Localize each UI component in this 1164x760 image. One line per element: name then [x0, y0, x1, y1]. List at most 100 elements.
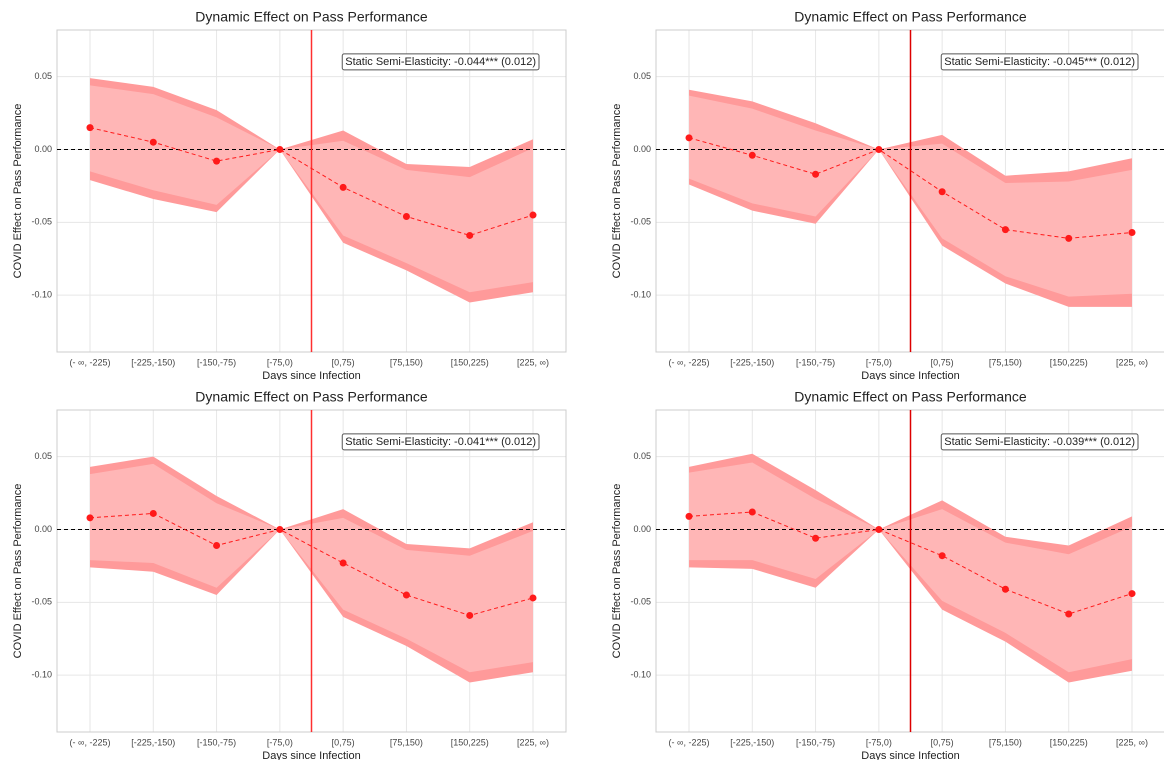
estimate-point	[339, 183, 347, 191]
y-axis-label: COVID Effect on Pass Performance	[611, 104, 623, 279]
y-tick-label: -0.05	[31, 597, 52, 607]
estimate-line	[89, 127, 534, 236]
estimate-point	[529, 211, 537, 219]
y-tick-label: 0.00	[34, 524, 52, 534]
x-tick-label: [75,150)	[390, 357, 423, 367]
chart-panel: Dynamic Effect on Pass Performance 0.05 0.…	[611, 389, 1164, 760]
estimate-point	[149, 509, 157, 517]
confidence-band	[689, 462, 1132, 673]
y-axis-label: COVID Effect on Pass Performance	[12, 484, 24, 659]
x-tick-label: [150,225)	[451, 357, 489, 367]
y-tick-label: -0.05	[31, 217, 52, 227]
y-tick-label: 0.00	[633, 524, 651, 534]
estimate-point	[1128, 229, 1136, 237]
estimate-point	[1001, 226, 1009, 234]
annotation: Static Semi-Elasticity: -0.039*** (0.012…	[940, 433, 1139, 451]
estimate-point	[339, 559, 347, 567]
x-tick-label: [75,150)	[989, 737, 1022, 747]
annotation-box	[940, 433, 1139, 451]
x-axis-label: Days since Infection	[262, 370, 360, 380]
x-axis-label: Days since Infection	[861, 750, 959, 760]
estimate-point	[213, 157, 221, 165]
x-tick-label: (- ∞, -225)	[669, 357, 710, 367]
y-tick-label: 0.05	[633, 451, 651, 461]
x-tick-label: [-150,-75)	[796, 357, 835, 367]
y-tick-label: 0.05	[34, 451, 52, 461]
chart-panel: Dynamic Effect on Pass Performance 0.05 0.…	[12, 389, 567, 760]
chart-panel: Dynamic Effect on Pass Performance 0.05 0.…	[12, 9, 567, 380]
x-tick-label: [-225,-150)	[730, 357, 774, 367]
annotation-text: Static Semi-Elasticity: -0.044*** (0.012…	[345, 56, 536, 68]
x-tick-label: [-150,-75)	[197, 737, 236, 747]
estimate-point	[875, 145, 883, 153]
x-tick-label: [150,225)	[1050, 357, 1088, 367]
estimate-point	[1065, 610, 1073, 618]
estimate-point	[1128, 590, 1136, 598]
estimate-point	[875, 525, 883, 533]
x-axis-label: Days since Infection	[262, 750, 360, 760]
estimate-point	[1001, 585, 1009, 593]
estimate-point	[276, 525, 284, 533]
estimate-point	[276, 145, 284, 153]
estimate-point	[466, 611, 474, 619]
y-tick-label: -0.05	[630, 217, 651, 227]
x-tick-label: [150,225)	[1050, 737, 1088, 747]
x-tick-label: (- ∞, -225)	[70, 357, 111, 367]
x-tick-label: [75,150)	[989, 357, 1022, 367]
estimate-point	[685, 512, 693, 520]
x-tick-label: [-75,0)	[866, 357, 892, 367]
x-tick-label: [-75,0)	[267, 737, 293, 747]
x-tick-label: [0,75)	[332, 737, 355, 747]
y-tick-label: -0.10	[630, 670, 651, 680]
y-tick-label: 0.00	[633, 144, 651, 154]
x-tick-label: [0,75)	[332, 357, 355, 367]
estimate-point	[529, 594, 537, 602]
estimate-line	[688, 137, 1133, 239]
estimate-point	[812, 534, 820, 542]
x-tick-label: [225, ∞)	[1116, 357, 1148, 367]
estimate-point	[812, 170, 820, 178]
y-tick-label: -0.10	[31, 670, 52, 680]
x-tick-label: (- ∞, -225)	[669, 737, 710, 747]
estimate-point	[938, 188, 946, 196]
x-tick-label: [-225,-150)	[131, 357, 175, 367]
x-tick-label: (- ∞, -225)	[70, 737, 111, 747]
y-tick-label: 0.00	[34, 144, 52, 154]
estimate-point	[402, 591, 410, 599]
x-tick-label: [-75,0)	[866, 737, 892, 747]
y-tick-label: 0.05	[633, 71, 651, 81]
x-tick-label: [75,150)	[390, 737, 423, 747]
y-tick-label: 0.05	[34, 71, 52, 81]
x-tick-label: [150,225)	[451, 737, 489, 747]
y-tick-label: -0.10	[630, 290, 651, 300]
y-axis-label: COVID Effect on Pass Performance	[12, 104, 24, 279]
y-tick-label: -0.05	[630, 597, 651, 607]
chart-title: Dynamic Effect on Pass Performance	[794, 9, 1027, 25]
estimate-point	[402, 212, 410, 220]
estimate-point	[748, 508, 756, 516]
x-tick-label: [0,75)	[931, 737, 954, 747]
annotation-text: Static Semi-Elasticity: -0.039*** (0.012…	[944, 436, 1135, 448]
confidence-band	[689, 95, 1132, 297]
x-tick-label: [-75,0)	[267, 357, 293, 367]
x-tick-label: [-150,-75)	[796, 737, 835, 747]
x-axis-label: Days since Infection	[861, 370, 959, 380]
x-tick-label: [0,75)	[931, 357, 954, 367]
annotation: Static Semi-Elasticity: -0.045*** (0.012…	[940, 53, 1139, 71]
estimate-point	[1065, 234, 1073, 242]
estimate-point	[938, 552, 946, 560]
x-tick-label: [225, ∞)	[1116, 737, 1148, 747]
annotation-text: Static Semi-Elasticity: -0.041*** (0.012…	[345, 436, 536, 448]
annotation: Static Semi-Elasticity: -0.044*** (0.012…	[341, 53, 540, 71]
annotation-box	[341, 433, 540, 451]
annotation: Static Semi-Elasticity: -0.041*** (0.012…	[341, 433, 540, 451]
chart-title: Dynamic Effect on Pass Performance	[195, 9, 428, 25]
estimate-point	[213, 542, 221, 550]
y-tick-label: -0.10	[31, 290, 52, 300]
estimate-point	[86, 124, 94, 132]
chart-title: Dynamic Effect on Pass Performance	[794, 389, 1027, 405]
y-axis-label: COVID Effect on Pass Performance	[611, 484, 623, 659]
x-tick-label: [225, ∞)	[517, 737, 549, 747]
annotation-text: Static Semi-Elasticity: -0.045*** (0.012…	[944, 56, 1135, 68]
